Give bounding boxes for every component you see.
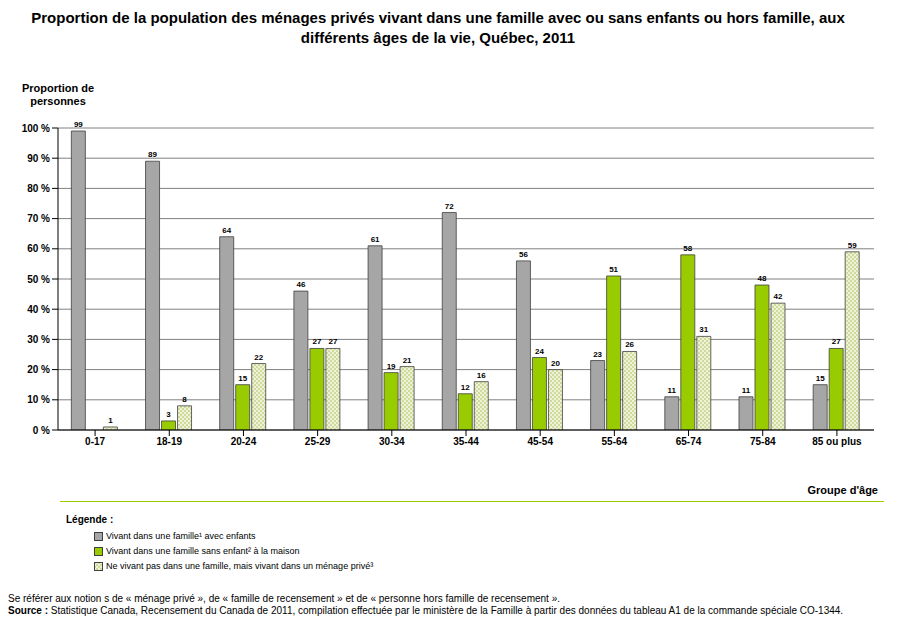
- svg-text:20: 20: [551, 359, 560, 368]
- html-text:Légende :: Légende :: [66, 514, 114, 525]
- svg-text:24: 24: [535, 347, 544, 356]
- svg-text:3: 3: [166, 410, 171, 419]
- svg-text:10 %: 10 %: [27, 394, 50, 405]
- svg-text:27: 27: [312, 337, 321, 346]
- html-text:Source : Statistique Canada, R: Source : Statistique Canada, Recensement…: [8, 605, 844, 616]
- svg-text:20 %: 20 %: [27, 364, 50, 375]
- svg-text:22: 22: [254, 353, 263, 362]
- svg-text:65-74: 65-74: [676, 436, 702, 447]
- svg-text:40 %: 40 %: [27, 304, 50, 315]
- svg-text:27: 27: [832, 337, 841, 346]
- svg-text:25-29: 25-29: [305, 436, 331, 447]
- svg-text:15: 15: [816, 374, 825, 383]
- svg-text:35-44: 35-44: [453, 436, 479, 447]
- svg-text:15: 15: [238, 374, 247, 383]
- svg-text:19: 19: [387, 362, 396, 371]
- svg-text:58: 58: [683, 244, 692, 253]
- svg-text:42: 42: [774, 292, 783, 301]
- svg-text:1: 1: [108, 416, 113, 425]
- svg-text:20-24: 20-24: [231, 436, 257, 447]
- html-text:Proportion de personnes: Proportion de personnes: [21, 82, 94, 107]
- svg-text:90 %: 90 %: [27, 153, 50, 164]
- svg-text:30-34: 30-34: [379, 436, 405, 447]
- svg-text:100 %: 100 %: [22, 123, 50, 134]
- svg-text:12: 12: [461, 383, 470, 392]
- svg-text:55-64: 55-64: [602, 436, 628, 447]
- svg-text:23: 23: [593, 350, 602, 359]
- svg-text:8: 8: [182, 395, 187, 404]
- svg-text:99: 99: [74, 120, 83, 129]
- svg-text:11: 11: [668, 386, 677, 395]
- svg-text:0-17: 0-17: [85, 436, 105, 447]
- svg-text:27: 27: [328, 337, 337, 346]
- svg-text:51: 51: [609, 265, 618, 274]
- svg-text:64: 64: [222, 226, 231, 235]
- svg-text:59: 59: [848, 241, 857, 250]
- svg-text:11: 11: [742, 386, 751, 395]
- svg-text:61: 61: [371, 235, 380, 244]
- html-text:Vivant dans une famille¹ avec: Vivant dans une famille¹ avec enfants: [106, 531, 256, 541]
- svg-text:48: 48: [758, 274, 767, 283]
- html-text:Ne vivant pas dans une famille: Ne vivant pas dans une famille, mais viv…: [106, 561, 374, 571]
- svg-text:16: 16: [477, 371, 486, 380]
- html-text:Groupe d'âge: Groupe d'âge: [807, 484, 878, 496]
- svg-text:46: 46: [296, 280, 305, 289]
- svg-text:89: 89: [148, 150, 157, 159]
- svg-text:21: 21: [403, 356, 412, 365]
- svg-text:85 ou plus: 85 ou plus: [812, 436, 862, 447]
- svg-text:75-84: 75-84: [750, 436, 776, 447]
- svg-text:31: 31: [699, 325, 708, 334]
- svg-text:70 %: 70 %: [27, 213, 50, 224]
- svg-text:60 %: 60 %: [27, 243, 50, 254]
- svg-text:30 %: 30 %: [27, 334, 50, 345]
- svg-text:26: 26: [625, 340, 634, 349]
- svg-text:50 %: 50 %: [27, 274, 50, 285]
- html-text:Proportion de la population de: Proportion de la population des ménages …: [31, 9, 845, 46]
- svg-text:72: 72: [445, 202, 454, 211]
- svg-text:0 %: 0 %: [33, 425, 50, 436]
- svg-text:45-54: 45-54: [527, 436, 553, 447]
- html-text:Vivant dans une famille sans e: Vivant dans une famille sans enfant² à l…: [106, 546, 300, 556]
- svg-text:80 %: 80 %: [27, 183, 50, 194]
- svg-text:18-19: 18-19: [156, 436, 182, 447]
- svg-text:56: 56: [519, 250, 528, 259]
- html-text:Se référer aux notion s de « m: Se référer aux notion s de « ménage priv…: [8, 593, 560, 604]
